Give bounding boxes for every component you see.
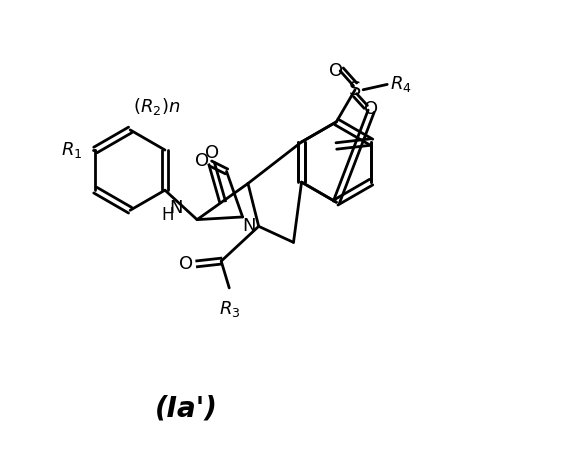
Text: S: S [349,80,361,99]
Text: $R_4$: $R_4$ [390,74,411,94]
Text: (Ia'): (Ia') [155,394,218,422]
Text: N: N [169,199,183,217]
Text: $(R_2)n$: $(R_2)n$ [133,96,180,116]
Text: O: O [195,152,210,170]
Text: O: O [205,144,219,162]
Text: H: H [161,206,174,224]
Text: O: O [329,62,343,80]
Text: $R_1$: $R_1$ [60,140,82,160]
Text: O: O [364,99,378,118]
Text: $R_3$: $R_3$ [218,299,240,319]
Text: N: N [242,218,256,235]
Text: O: O [179,255,194,273]
